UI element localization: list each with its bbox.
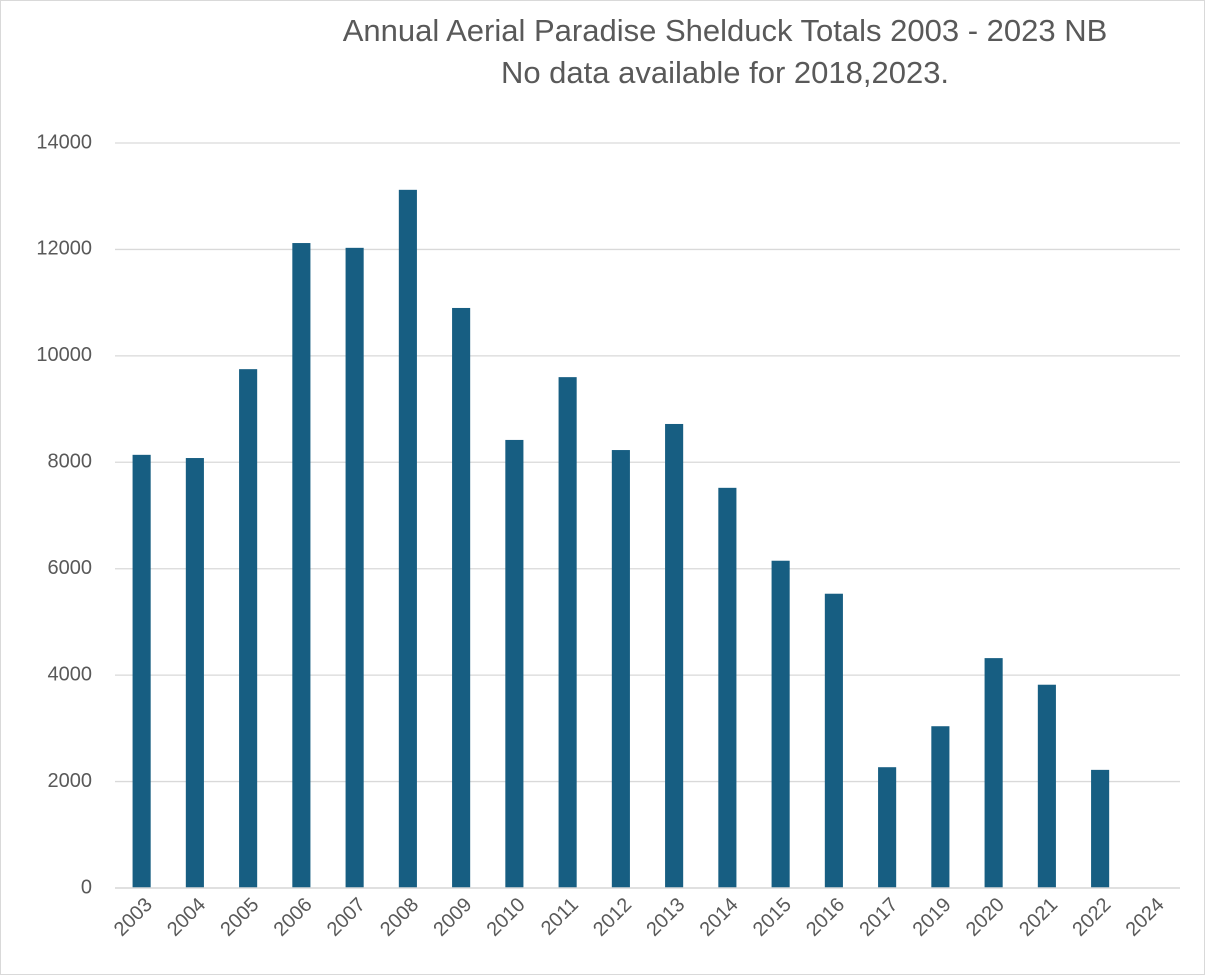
bar <box>718 487 737 888</box>
y-tick-label: 6000 <box>48 557 93 579</box>
y-tick-label: 4000 <box>48 663 93 685</box>
bar <box>452 307 471 888</box>
chart-subtitle: No data available for 2018,2023. <box>501 55 949 90</box>
bar <box>185 458 204 888</box>
bar <box>398 189 417 889</box>
bar <box>132 454 151 888</box>
bar <box>345 247 364 888</box>
bar <box>771 560 790 888</box>
bar <box>878 767 897 888</box>
bar <box>984 658 1003 888</box>
y-tick-label: 8000 <box>48 451 93 473</box>
y-tick-label: 14000 <box>36 131 92 153</box>
bar <box>665 423 684 888</box>
bar <box>239 369 258 888</box>
y-tick-label: 10000 <box>36 344 92 366</box>
bar <box>824 593 843 888</box>
bar <box>1091 769 1110 888</box>
y-tick-label: 12000 <box>36 238 92 260</box>
chart-title: Annual Aerial Paradise Shelduck Totals 2… <box>343 13 1108 48</box>
bar <box>558 377 577 888</box>
bar <box>931 726 950 888</box>
bar <box>611 450 630 888</box>
bar <box>292 243 311 889</box>
bar <box>1037 684 1056 888</box>
y-tick-label: 2000 <box>48 770 93 792</box>
y-tick-label: 0 <box>81 876 92 898</box>
bar <box>505 439 524 888</box>
